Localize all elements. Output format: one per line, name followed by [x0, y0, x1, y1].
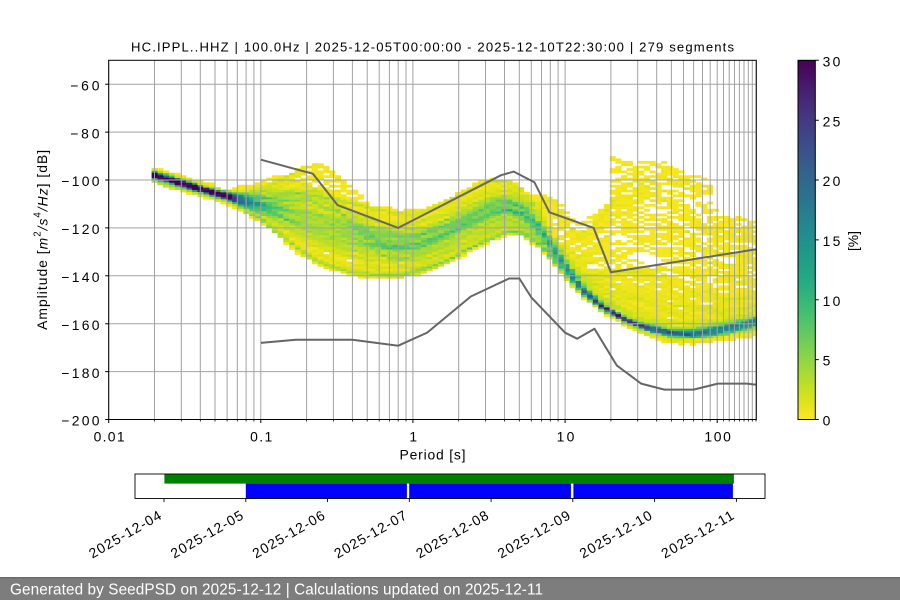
- svg-text:−80: −80: [70, 125, 100, 141]
- svg-text:10: 10: [823, 293, 841, 309]
- svg-text:25: 25: [823, 113, 841, 129]
- svg-text:−60: −60: [70, 77, 100, 93]
- svg-text:[%]: [%]: [845, 231, 861, 251]
- svg-text:HC.IPPL..HHZ | 100.0Hz | 2025-: HC.IPPL..HHZ | 100.0Hz | 2025-12-05T00:0…: [131, 40, 734, 55]
- svg-text:5: 5: [823, 353, 831, 369]
- svg-text:Amplitude [m2/s4/Hz] [dB]: Amplitude [m2/s4/Hz] [dB]: [32, 150, 50, 330]
- svg-text:20: 20: [823, 173, 841, 189]
- svg-text:10: 10: [557, 428, 575, 444]
- svg-text:30: 30: [823, 53, 841, 69]
- svg-text:0: 0: [823, 413, 831, 429]
- svg-text:0.1: 0.1: [250, 428, 272, 444]
- svg-text:Period [s]: Period [s]: [400, 446, 466, 462]
- svg-text:15: 15: [823, 233, 841, 249]
- svg-text:100: 100: [704, 428, 731, 444]
- svg-text:Generated by SeedPSD on 2025-1: Generated by SeedPSD on 2025-12-12 | Cal…: [10, 581, 543, 598]
- svg-text:0.01: 0.01: [94, 428, 125, 444]
- svg-text:1: 1: [409, 428, 417, 444]
